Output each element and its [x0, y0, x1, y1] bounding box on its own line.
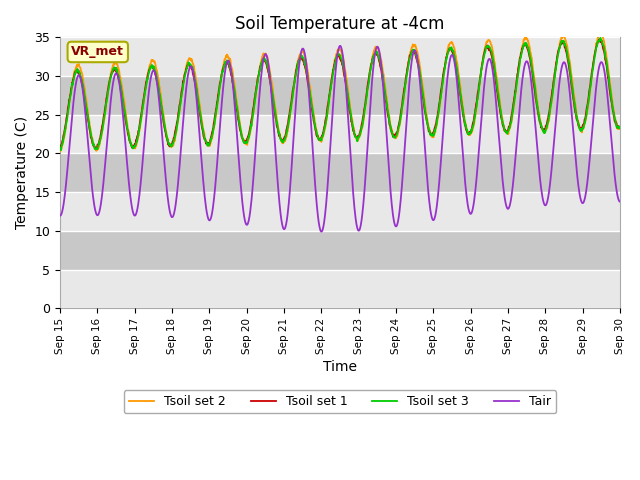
- Tsoil set 3: [56, 147, 64, 153]
- Tsoil set 2: [289, 88, 297, 94]
- Tsoil set 2: [518, 44, 526, 50]
- Tair: [276, 204, 284, 210]
- Tsoil set 1: [276, 135, 284, 141]
- Line: Tsoil set 1: Tsoil set 1: [60, 39, 620, 148]
- Tsoil set 1: [56, 144, 64, 149]
- Tsoil set 3: [426, 131, 434, 136]
- Tsoil set 2: [56, 149, 64, 155]
- Line: Tsoil set 3: Tsoil set 3: [60, 38, 620, 150]
- Legend: Tsoil set 2, Tsoil set 1, Tsoil set 3, Tair: Tsoil set 2, Tsoil set 1, Tsoil set 3, T…: [124, 390, 556, 413]
- Tair: [519, 73, 527, 79]
- Tsoil set 2: [596, 31, 604, 36]
- Tsoil set 1: [616, 124, 624, 130]
- Tsoil set 2: [276, 132, 284, 137]
- Bar: [60, 154, 620, 192]
- Tsoil set 2: [180, 77, 188, 83]
- Tair: [180, 111, 188, 117]
- X-axis label: Time: Time: [323, 360, 357, 373]
- Bar: [60, 270, 620, 308]
- Tsoil set 3: [180, 77, 188, 83]
- Tsoil set 3: [616, 125, 624, 131]
- Title: Soil Temperature at -4cm: Soil Temperature at -4cm: [236, 15, 445, 33]
- Tsoil set 1: [426, 132, 434, 137]
- Tair: [616, 199, 624, 204]
- Text: VR_met: VR_met: [71, 46, 124, 59]
- Tsoil set 2: [426, 128, 434, 134]
- Tsoil set 1: [567, 75, 575, 81]
- Tsoil set 3: [290, 85, 298, 91]
- Line: Tair: Tair: [60, 46, 620, 232]
- Tsoil set 1: [180, 74, 188, 80]
- Line: Tsoil set 2: Tsoil set 2: [60, 34, 620, 152]
- Bar: [60, 115, 620, 154]
- Bar: [60, 192, 620, 231]
- Tsoil set 1: [92, 145, 100, 151]
- Tair: [336, 43, 344, 49]
- Tsoil set 3: [276, 134, 284, 140]
- Bar: [60, 76, 620, 115]
- Tair: [289, 137, 297, 143]
- Tsoil set 2: [616, 125, 624, 131]
- Tsoil set 3: [518, 47, 526, 53]
- Tsoil set 3: [596, 35, 604, 41]
- Tair: [427, 209, 435, 215]
- Tsoil set 3: [567, 73, 575, 79]
- Tsoil set 1: [290, 83, 298, 88]
- Tsoil set 3: [57, 147, 65, 153]
- Tair: [317, 229, 325, 235]
- Tsoil set 1: [518, 47, 526, 52]
- Tsoil set 2: [566, 62, 574, 68]
- Tair: [567, 103, 575, 109]
- Bar: [60, 231, 620, 270]
- Tsoil set 1: [596, 36, 604, 42]
- Bar: [60, 37, 620, 76]
- Y-axis label: Temperature (C): Temperature (C): [15, 116, 29, 229]
- Tair: [56, 213, 64, 218]
